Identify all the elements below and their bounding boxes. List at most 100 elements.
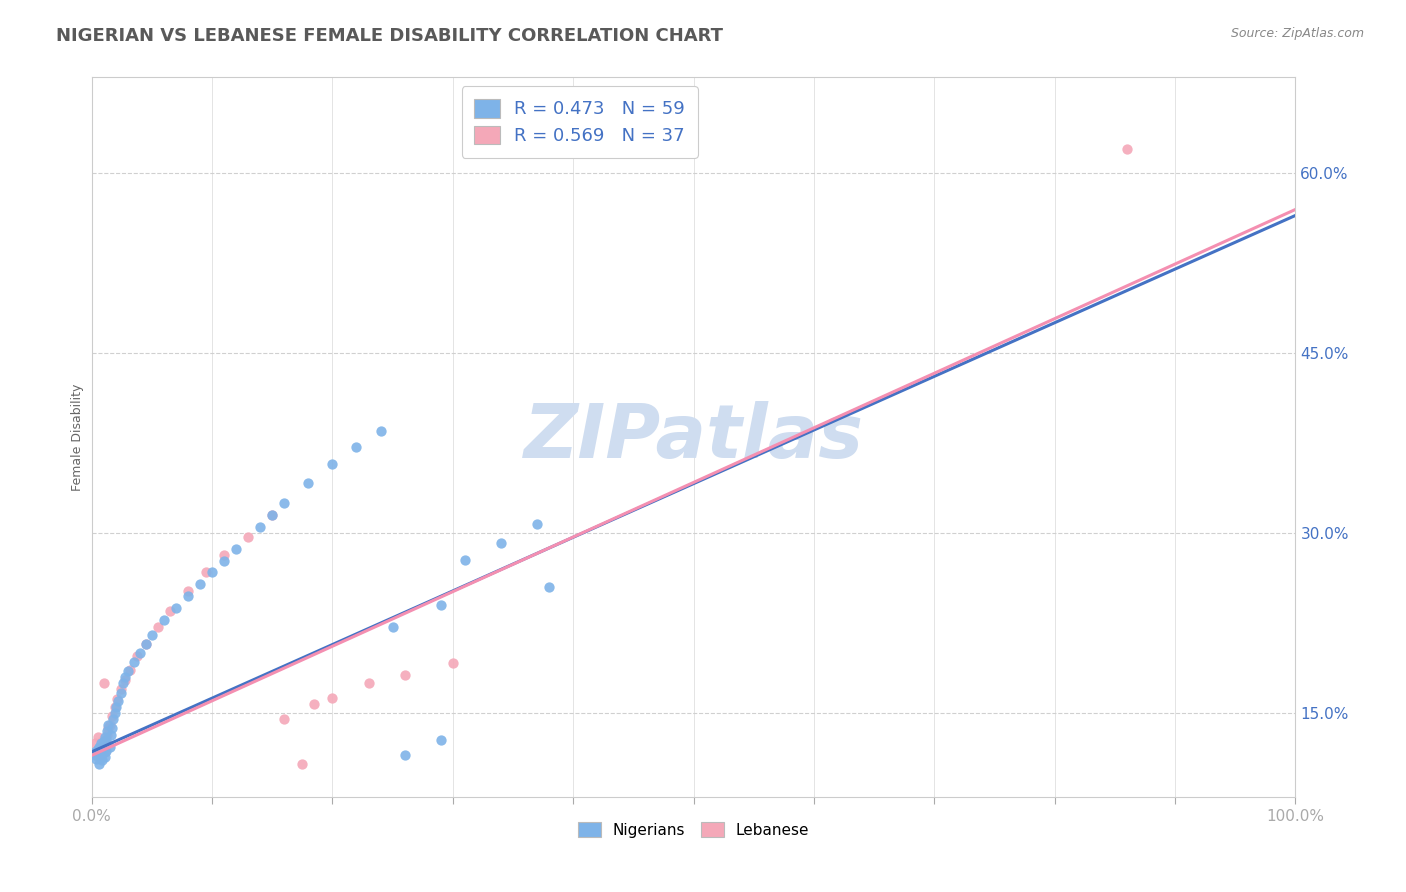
Point	[394, 748, 416, 763]
Point	[86, 752, 108, 766]
Point	[84, 736, 107, 750]
Point	[117, 665, 139, 679]
Point	[89, 747, 111, 762]
Point	[101, 721, 124, 735]
Point	[105, 692, 128, 706]
Point	[86, 731, 108, 745]
Point	[357, 676, 380, 690]
Point	[201, 565, 224, 579]
Point	[93, 738, 115, 752]
Point	[212, 548, 235, 562]
Point	[86, 746, 108, 760]
Point	[1116, 143, 1139, 157]
Point	[93, 676, 115, 690]
Point	[120, 663, 142, 677]
Point	[159, 604, 181, 618]
Point	[526, 516, 548, 531]
Point	[103, 713, 125, 727]
Point	[489, 536, 512, 550]
Point	[98, 718, 121, 732]
Point	[90, 751, 112, 765]
Point	[94, 732, 117, 747]
Point	[96, 724, 118, 739]
Text: Source: ZipAtlas.com: Source: ZipAtlas.com	[1230, 27, 1364, 40]
Point	[177, 589, 200, 603]
Point	[346, 440, 368, 454]
Point	[128, 647, 150, 661]
Point	[454, 553, 477, 567]
Point	[101, 709, 124, 723]
Point	[177, 584, 200, 599]
Point	[249, 520, 271, 534]
Text: ZIPatlas: ZIPatlas	[523, 401, 863, 474]
Point	[86, 742, 108, 756]
Point	[98, 739, 121, 754]
Point	[212, 554, 235, 568]
Point	[90, 736, 112, 750]
Point	[91, 753, 114, 767]
Point	[165, 600, 187, 615]
Point	[236, 530, 259, 544]
Point	[103, 706, 125, 721]
Point	[262, 508, 284, 523]
Point	[93, 742, 115, 756]
Point	[93, 745, 115, 759]
Point	[538, 581, 561, 595]
Point	[273, 496, 295, 510]
Point	[94, 735, 117, 749]
Point	[110, 682, 132, 697]
Point	[87, 756, 110, 771]
Point	[104, 700, 127, 714]
Point	[111, 676, 134, 690]
Legend: Nigerians, Lebanese: Nigerians, Lebanese	[572, 815, 815, 844]
Point	[114, 670, 136, 684]
Point	[89, 744, 111, 758]
Point	[86, 748, 108, 763]
Point	[262, 508, 284, 523]
Point	[122, 655, 145, 669]
Point	[100, 728, 122, 742]
Point	[135, 637, 157, 651]
Point	[273, 713, 295, 727]
Point	[97, 718, 120, 732]
Point	[429, 599, 451, 613]
Point	[321, 457, 343, 471]
Point	[135, 637, 157, 651]
Point	[94, 744, 117, 758]
Point	[91, 734, 114, 748]
Y-axis label: Female Disability: Female Disability	[72, 384, 84, 491]
Point	[304, 697, 326, 711]
Point	[94, 749, 117, 764]
Point	[89, 739, 111, 754]
Point	[381, 620, 404, 634]
Point	[127, 648, 149, 663]
Point	[153, 613, 176, 627]
Point	[93, 734, 115, 748]
Point	[291, 756, 314, 771]
Point	[94, 731, 117, 745]
Point	[96, 728, 118, 742]
Point	[321, 690, 343, 705]
Point	[225, 542, 247, 557]
Point	[84, 748, 107, 763]
Point	[195, 565, 218, 579]
Point	[141, 628, 163, 642]
Point	[441, 656, 464, 670]
Point	[146, 620, 169, 634]
Text: NIGERIAN VS LEBANESE FEMALE DISABILITY CORRELATION CHART: NIGERIAN VS LEBANESE FEMALE DISABILITY C…	[56, 27, 723, 45]
Point	[87, 739, 110, 754]
Point	[107, 694, 129, 708]
Point	[97, 721, 120, 735]
Point	[110, 686, 132, 700]
Point	[114, 673, 136, 687]
Point	[429, 732, 451, 747]
Point	[297, 476, 319, 491]
Point	[188, 577, 211, 591]
Point	[87, 745, 110, 759]
Point	[394, 668, 416, 682]
Point	[91, 741, 114, 756]
Point	[94, 745, 117, 759]
Point	[90, 748, 112, 763]
Point	[83, 745, 105, 759]
Point	[370, 425, 392, 439]
